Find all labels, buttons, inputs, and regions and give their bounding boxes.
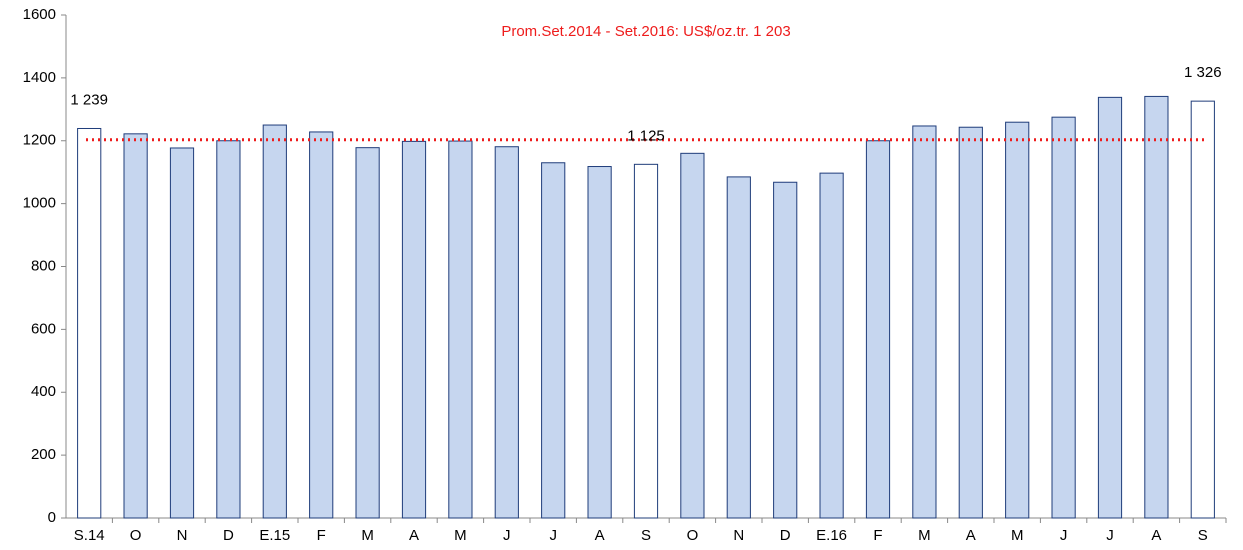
x-tick-label: F (317, 527, 326, 544)
bar (819, 172, 844, 519)
bar (1144, 95, 1169, 519)
x-tick-label: E.16 (816, 527, 847, 544)
value-label: 1 239 (70, 91, 108, 108)
bar (680, 152, 705, 519)
y-tick-label: 1400 (23, 69, 56, 86)
bar (494, 146, 519, 519)
x-tick-label: S.14 (74, 527, 105, 544)
bar (355, 147, 380, 519)
bar (448, 140, 473, 519)
bar (726, 176, 751, 519)
x-tick-label: A (1151, 527, 1161, 544)
bar (77, 127, 102, 519)
bar (216, 140, 241, 519)
reference-label: Prom.Set.2014 - Set.2016: US$/oz.tr. 1 2… (501, 23, 790, 40)
bar (633, 163, 659, 519)
x-tick-label: O (130, 527, 142, 544)
x-tick-label: O (687, 527, 699, 544)
x-tick-label: J (549, 527, 557, 544)
x-tick-label: D (223, 527, 234, 544)
x-tick-label: A (595, 527, 605, 544)
bar (587, 166, 612, 519)
bar (169, 147, 195, 519)
x-tick-label: J (503, 527, 511, 544)
bar (912, 125, 937, 519)
bar (541, 162, 566, 519)
x-tick-label: A (966, 527, 976, 544)
x-tick-label: N (177, 527, 188, 544)
y-tick-label: 600 (31, 320, 56, 337)
bar (865, 140, 891, 519)
x-tick-label: A (409, 527, 419, 544)
x-tick-label: M (918, 527, 931, 544)
bar (1005, 121, 1030, 519)
bar (773, 181, 798, 519)
y-tick-label: 200 (31, 446, 56, 463)
x-tick-label: M (361, 527, 374, 544)
y-tick-label: 400 (31, 383, 56, 400)
value-label: 1 125 (627, 127, 665, 144)
x-tick-label: M (454, 527, 467, 544)
x-tick-label: M (1011, 527, 1024, 544)
y-tick-label: 1000 (23, 195, 56, 212)
value-label: 1 326 (1184, 64, 1222, 81)
x-tick-label: S (641, 527, 651, 544)
x-tick-label: E.15 (259, 527, 290, 544)
bar (1051, 116, 1076, 519)
bar (262, 124, 287, 519)
x-tick-label: F (873, 527, 882, 544)
y-tick-label: 1600 (23, 6, 56, 23)
bar (123, 133, 148, 519)
bar (309, 131, 334, 519)
x-tick-label: N (733, 527, 744, 544)
x-tick-label: S (1198, 527, 1208, 544)
bar (958, 126, 983, 519)
bar (1097, 96, 1123, 519)
y-tick-label: 1200 (23, 132, 56, 149)
bar (1190, 100, 1215, 519)
bar (401, 140, 427, 519)
x-tick-label: J (1060, 527, 1068, 544)
y-tick-label: 800 (31, 257, 56, 274)
y-tick-label: 0 (48, 509, 56, 526)
x-tick-label: D (780, 527, 791, 544)
x-tick-label: J (1106, 527, 1114, 544)
